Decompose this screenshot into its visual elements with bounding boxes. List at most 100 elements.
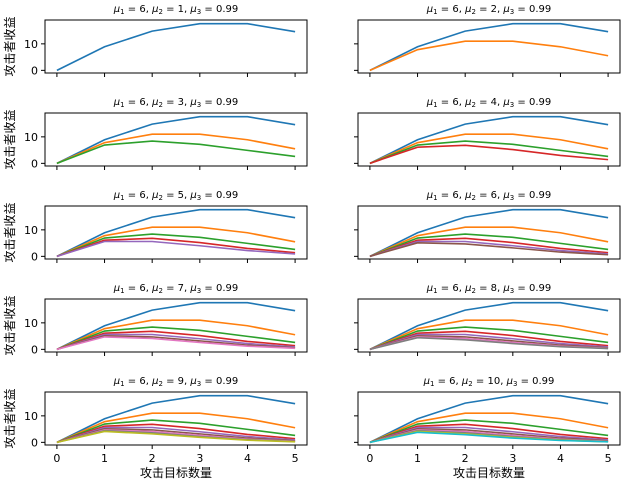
series-line [56, 412, 296, 444]
title-subscript: 3 [197, 194, 201, 202]
title-text: = 6, [476, 190, 503, 201]
title-subscript: 1 [120, 380, 124, 388]
series-line [56, 419, 296, 444]
series-line [369, 208, 609, 258]
axes-frame [44, 19, 308, 74]
title-text: = 0.99 [201, 283, 238, 294]
title-text: μ [464, 97, 471, 108]
title-subscript: 2 [158, 101, 162, 109]
series-line [369, 336, 609, 351]
series-line [369, 40, 609, 72]
subplot-title: μ1 = 6, μ2 = 9, μ3 = 0.99 [113, 376, 238, 388]
series-line [56, 301, 296, 351]
subplot-6: μ1 = 6, μ2 = 6, μ3 = 0.99 [354, 190, 621, 263]
title-text: = 9, [163, 376, 190, 387]
series-line [369, 240, 609, 258]
title-text: μ [461, 376, 468, 387]
series-line [369, 140, 609, 165]
series-line [56, 133, 296, 165]
title-text: = 0.99 [514, 190, 551, 201]
title-subscript: 2 [471, 194, 475, 202]
series-line [369, 144, 609, 165]
title-subscript: 1 [120, 8, 124, 16]
title-subscript: 2 [158, 8, 162, 16]
title-text: μ [506, 376, 513, 387]
title-subscript: 3 [197, 287, 201, 295]
title-text: = 0.99 [201, 376, 238, 387]
x-tick-label: 0 [366, 452, 373, 465]
title-text: μ [151, 4, 158, 15]
title-text: = 6, [125, 283, 152, 294]
title-text: = 0.99 [517, 376, 554, 387]
title-text: μ [426, 283, 433, 294]
series-line [56, 335, 296, 351]
title-text: μ [464, 283, 471, 294]
y-tick-label: 0 [31, 64, 38, 77]
series-line [369, 412, 609, 444]
x-tick-label: 3 [196, 452, 203, 465]
title-text: μ [113, 97, 120, 108]
series-line [56, 423, 296, 444]
series-line [56, 233, 296, 258]
title-text: μ [189, 97, 196, 108]
title-text: μ [189, 190, 196, 201]
title-subscript: 1 [433, 101, 437, 109]
y-axis-label: 攻击者收益 [3, 295, 17, 355]
axes-frame [357, 19, 621, 74]
title-text: = 6, [434, 376, 461, 387]
title-text: μ [464, 190, 471, 201]
x-tick-label: 3 [509, 452, 516, 465]
title-text: μ [502, 283, 509, 294]
title-text: = 6, [125, 190, 152, 201]
title-text: = 6, [438, 4, 465, 15]
series-line [369, 301, 609, 351]
series-line [369, 333, 609, 351]
title-text: μ [426, 190, 433, 201]
x-tick-label: 5 [292, 452, 299, 465]
title-subscript: 2 [471, 101, 475, 109]
title-text: μ [426, 97, 433, 108]
title-text: = 5, [163, 190, 190, 201]
title-text: = 0.99 [201, 97, 238, 108]
series-line [369, 428, 609, 444]
title-subscript: 2 [158, 287, 162, 295]
title-text: = 7, [163, 283, 190, 294]
series-line [56, 226, 296, 258]
title-subscript: 2 [468, 380, 472, 388]
series-line [56, 326, 296, 351]
series-line [369, 115, 609, 165]
subplot-title: μ1 = 6, μ2 = 3, μ3 = 0.99 [113, 97, 238, 109]
axes-frame [357, 205, 621, 260]
title-text: = 6, [438, 97, 465, 108]
title-text: = 3, [163, 97, 190, 108]
title-text: = 4, [476, 97, 503, 108]
y-tick-label: 10 [24, 131, 38, 144]
series-line [369, 242, 609, 258]
x-tick-label: 4 [244, 452, 251, 465]
subplot-2: μ1 = 6, μ2 = 2, μ3 = 0.99 [354, 4, 621, 77]
x-tick-label: 1 [414, 452, 421, 465]
title-text: μ [151, 190, 158, 201]
title-subscript: 1 [433, 287, 437, 295]
title-subscript: 1 [433, 8, 437, 16]
series-line [56, 140, 296, 165]
series-line [56, 240, 296, 258]
title-subscript: 2 [471, 8, 475, 16]
title-text: = 0.99 [514, 4, 551, 15]
title-subscript: 3 [510, 287, 514, 295]
x-tick-label: 2 [462, 452, 469, 465]
title-text: μ [189, 4, 196, 15]
title-subscript: 3 [510, 8, 514, 16]
title-text: = 0.99 [201, 190, 238, 201]
y-axis-label: 攻击者收益 [3, 109, 17, 169]
title-subscript: 3 [513, 380, 517, 388]
series-line [56, 428, 296, 444]
y-tick-label: 10 [24, 224, 38, 237]
title-text: μ [113, 283, 120, 294]
title-text: = 6, [125, 4, 152, 15]
